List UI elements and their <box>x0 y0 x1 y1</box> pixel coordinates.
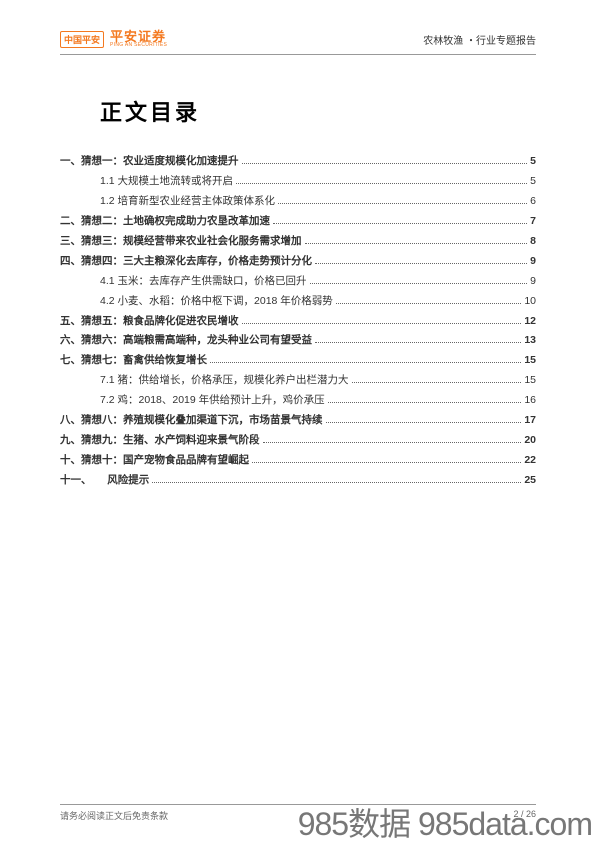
toc-leader-dots <box>242 163 528 164</box>
toc-entry-page: 17 <box>524 411 536 431</box>
header-category: 农林牧渔 ・行业专题报告 <box>423 32 536 47</box>
toc-entry-page: 12 <box>524 312 536 332</box>
toc-entry-label: 二、猜想二：土地确权完成助力农垦改革加速 <box>60 212 270 232</box>
toc-entry-label: 三、猜想三：规模经营带来农业社会化服务需求增加 <box>60 232 302 252</box>
toc-entry-label: 五、猜想五：粮食品牌化促进农民增收 <box>60 312 239 332</box>
toc-entry: 4.1 玉米：去库存产生供需缺口，价格已回升 9 <box>60 272 536 292</box>
toc-entry-page: 15 <box>524 371 536 391</box>
toc-entry: 7.2 鸡：2018、2019 年供给预计上升，鸡价承压 16 <box>60 391 536 411</box>
toc-entry-page: 8 <box>530 232 536 252</box>
logo-en: PING AN SECURITIES <box>110 43 167 48</box>
toc-entry-label: 7.2 鸡：2018、2019 年供给预计上升，鸡价承压 <box>100 391 325 411</box>
toc-entry: 7.1 猪：供给增长，价格承压，规模化养户出栏潜力大 15 <box>60 371 536 391</box>
toc-entry-label: 十一、 风险提示 <box>60 471 149 491</box>
logo-badge: 中国平安 <box>60 31 104 48</box>
toc-entry-label: 九、猜想九：生猪、水产饲料迎来景气阶段 <box>60 431 260 451</box>
toc-entry: 八、猜想八：养殖规模化叠加渠道下沉，市场苗景气持续 17 <box>60 411 536 431</box>
toc-leader-dots <box>273 223 527 224</box>
toc-leader-dots <box>305 243 528 244</box>
toc-leader-dots <box>315 342 521 343</box>
toc-entry-page: 6 <box>530 192 536 212</box>
page-header: 中国平安 平安证券 PING AN SECURITIES 农林牧渔 ・行业专题报… <box>60 30 536 55</box>
toc-entry-label: 4.1 玉米：去库存产生供需缺口，价格已回升 <box>100 272 307 292</box>
toc-entry-page: 25 <box>524 471 536 491</box>
footer-disclaimer: 请务必阅读正文后免责条款 <box>60 809 168 822</box>
toc-leader-dots <box>252 462 521 463</box>
logo: 中国平安 平安证券 PING AN SECURITIES <box>60 30 167 48</box>
toc-entry-page: 13 <box>524 331 536 351</box>
toc-entry-page: 20 <box>524 431 536 451</box>
toc-entry-label: 1.1 大规模土地流转或将开启 <box>100 172 233 192</box>
toc-entry: 1.2 培育新型农业经营主体政策体系化 6 <box>60 192 536 212</box>
toc-entry: 三、猜想三：规模经营带来农业社会化服务需求增加 8 <box>60 232 536 252</box>
toc-entry-label: 六、猜想六：高端粮需高端种，龙头种业公司有望受益 <box>60 331 312 351</box>
toc-leader-dots <box>328 402 522 403</box>
toc-title: 正文目录 <box>100 95 536 127</box>
toc-entry: 二、猜想二：土地确权完成助力农垦改革加速 7 <box>60 212 536 232</box>
toc-entry: 六、猜想六：高端粮需高端种，龙头种业公司有望受益 13 <box>60 331 536 351</box>
toc-leader-dots <box>263 442 522 443</box>
toc-leader-dots <box>326 422 522 423</box>
toc-entry: 十、猜想十：国产宠物食品品牌有望崛起 22 <box>60 451 536 471</box>
toc-entry-page: 22 <box>524 451 536 471</box>
toc-entry: 四、猜想四：三大主粮深化去库存，价格走势预计分化 9 <box>60 252 536 272</box>
toc-leader-dots <box>310 283 528 284</box>
toc-entry-label: 一、猜想一：农业适度规模化加速提升 <box>60 152 239 172</box>
toc-leader-dots <box>336 303 522 304</box>
table-of-contents: 一、猜想一：农业适度规模化加速提升51.1 大规模土地流转或将开启51.2 培育… <box>60 152 536 491</box>
toc-entry-page: 16 <box>524 391 536 411</box>
toc-entry: 五、猜想五：粮食品牌化促进农民增收 12 <box>60 312 536 332</box>
toc-entry-page: 9 <box>530 272 536 292</box>
toc-leader-dots <box>352 382 522 383</box>
toc-entry-page: 5 <box>530 172 536 192</box>
toc-entry-label: 七、猜想七：畜禽供给恢复增长 <box>60 351 207 371</box>
logo-text: 平安证券 PING AN SECURITIES <box>110 30 167 48</box>
toc-leader-dots <box>236 183 527 184</box>
toc-entry-page: 7 <box>530 212 536 232</box>
toc-entry-label: 四、猜想四：三大主粮深化去库存，价格走势预计分化 <box>60 252 312 272</box>
toc-entry: 1.1 大规模土地流转或将开启 5 <box>60 172 536 192</box>
toc-entry: 七、猜想七：畜禽供给恢复增长 15 <box>60 351 536 371</box>
toc-entry-label: 4.2 小麦、水稻：价格中枢下调，2018 年价格弱势 <box>100 292 333 312</box>
toc-entry-page: 10 <box>524 292 536 312</box>
toc-entry: 4.2 小麦、水稻：价格中枢下调，2018 年价格弱势 10 <box>60 292 536 312</box>
toc-leader-dots <box>278 203 527 204</box>
toc-leader-dots <box>210 362 521 363</box>
toc-entry-page: 15 <box>524 351 536 371</box>
toc-entry: 九、猜想九：生猪、水产饲料迎来景气阶段 20 <box>60 431 536 451</box>
toc-leader-dots <box>242 323 522 324</box>
toc-entry-label: 十、猜想十：国产宠物食品品牌有望崛起 <box>60 451 249 471</box>
toc-entry-label: 7.1 猪：供给增长，价格承压，规模化养户出栏潜力大 <box>100 371 349 391</box>
toc-entry-label: 八、猜想八：养殖规模化叠加渠道下沉，市场苗景气持续 <box>60 411 323 431</box>
toc-entry-page: 9 <box>530 252 536 272</box>
toc-entry: 一、猜想一：农业适度规模化加速提升 5 <box>60 152 536 172</box>
watermark: 985数据 985data.com <box>294 806 596 842</box>
page: 中国平安 平安证券 PING AN SECURITIES 农林牧渔 ・行业专题报… <box>0 0 596 842</box>
toc-entry: 十一、 风险提示 25 <box>60 471 536 491</box>
toc-entry-page: 5 <box>530 152 536 172</box>
toc-entry-label: 1.2 培育新型农业经营主体政策体系化 <box>100 192 275 212</box>
toc-leader-dots <box>315 263 527 264</box>
toc-leader-dots <box>152 482 521 483</box>
